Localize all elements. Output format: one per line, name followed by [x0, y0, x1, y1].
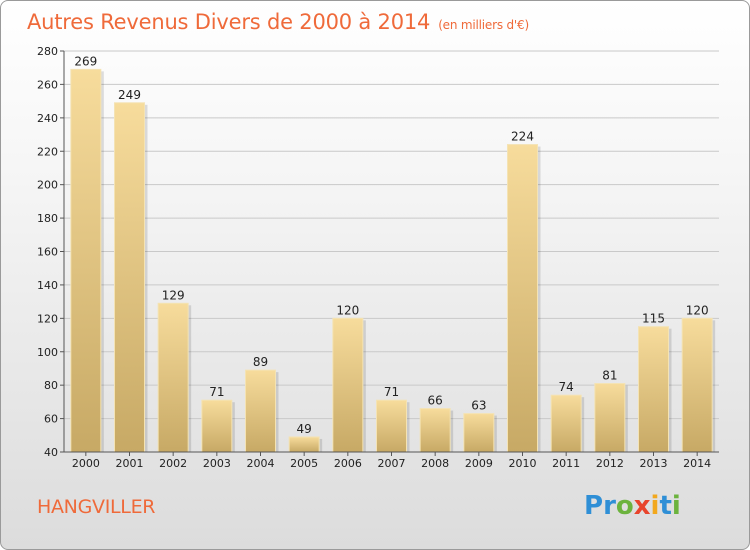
- x-tick-label: 2001: [116, 457, 144, 470]
- logo-letter: t: [659, 491, 672, 521]
- logo-letter: o: [615, 491, 634, 521]
- logo-letter: i: [650, 491, 660, 521]
- y-tick-label: 120: [37, 312, 58, 325]
- bar-value-label: 129: [162, 288, 185, 302]
- bar-value-label: 249: [118, 88, 141, 102]
- x-tick-label: 2013: [640, 457, 668, 470]
- y-tick-label: 140: [37, 279, 58, 292]
- logo-letter: P: [584, 491, 604, 521]
- bar-value-label: 71: [384, 385, 399, 399]
- bars: [70, 68, 716, 453]
- x-tick-label: 2012: [596, 457, 624, 470]
- place-name: HANGVILLER: [37, 496, 156, 518]
- bar-2011: [550, 394, 582, 453]
- bar-value-label: 74: [559, 380, 574, 394]
- proxiti-logo: Proxiti: [584, 491, 681, 521]
- bar-2003: [201, 399, 233, 453]
- bar-value-label: 269: [74, 54, 97, 68]
- bar-value-label: 49: [297, 422, 312, 436]
- y-tick-label: 240: [37, 112, 58, 125]
- y-tick-label: 220: [37, 145, 58, 158]
- bar-2001: [114, 102, 145, 453]
- bar-value-label: 63: [471, 399, 486, 413]
- bar-value-label: 66: [428, 394, 443, 408]
- x-tick-label: 2014: [683, 457, 711, 470]
- bar-2014: [681, 317, 713, 453]
- bar-2002: [157, 302, 189, 453]
- bar-2000: [70, 68, 102, 453]
- chart-subtitle: (en milliers d'€): [438, 18, 529, 32]
- logo-letter: i: [671, 491, 681, 521]
- x-tick-label: 2006: [334, 457, 362, 470]
- bar-2004: [245, 369, 276, 453]
- y-tick-label: 60: [44, 413, 58, 426]
- bar-value-label: 89: [253, 355, 268, 369]
- bar-value-label: 120: [336, 303, 359, 317]
- bar-2008: [419, 408, 451, 453]
- y-tick-label: 100: [37, 346, 58, 359]
- bar-2009: [463, 413, 495, 453]
- x-tick-label: 2003: [203, 457, 231, 470]
- y-tick-label: 180: [37, 212, 58, 225]
- x-tick-label: 2010: [509, 457, 537, 470]
- y-tick-label: 40: [44, 446, 58, 459]
- x-tick-label: 2009: [465, 457, 493, 470]
- x-tick-label: 2002: [159, 457, 187, 470]
- x-tick-label: 2011: [552, 457, 580, 470]
- bar-value-label: 120: [686, 303, 709, 317]
- bar-2013: [638, 326, 669, 453]
- bar-2005: [288, 436, 320, 453]
- y-tick-label: 280: [37, 45, 58, 58]
- bar-2006: [332, 317, 364, 453]
- x-tick-label: 2004: [247, 457, 275, 470]
- chart-title: Autres Revenus Divers de 2000 à 2014 (en …: [27, 10, 529, 34]
- logo-letter: x: [633, 491, 651, 521]
- y-tick-label: 80: [44, 379, 58, 392]
- y-tick-label: 200: [37, 179, 58, 192]
- x-tick-label: 2007: [378, 457, 406, 470]
- x-tick-label: 2000: [72, 457, 100, 470]
- chart-title-text: Autres Revenus Divers de 2000 à 2014: [27, 10, 431, 34]
- x-tick-label: 2008: [421, 457, 449, 470]
- bar-labels: 269 249 129 71 89 49 120 71 66 63 224 74 81 115 120: [74, 54, 708, 436]
- bar-2007: [376, 399, 407, 453]
- x-tick-label: 2005: [290, 457, 318, 470]
- y-tick-label: 260: [37, 78, 58, 91]
- axes: 40 60 80 100 120 140 160 180 200 220 240 260 280 2000…: [37, 45, 719, 470]
- logo-letter: r: [603, 491, 616, 521]
- bar-value-label: 224: [511, 130, 534, 144]
- bar-2010: [507, 144, 538, 453]
- bar-value-label: 115: [642, 312, 665, 326]
- y-tick-label: 160: [37, 246, 58, 259]
- bar-2012: [594, 382, 626, 453]
- bar-value-label: 71: [209, 385, 224, 399]
- bar-value-label: 81: [602, 368, 617, 382]
